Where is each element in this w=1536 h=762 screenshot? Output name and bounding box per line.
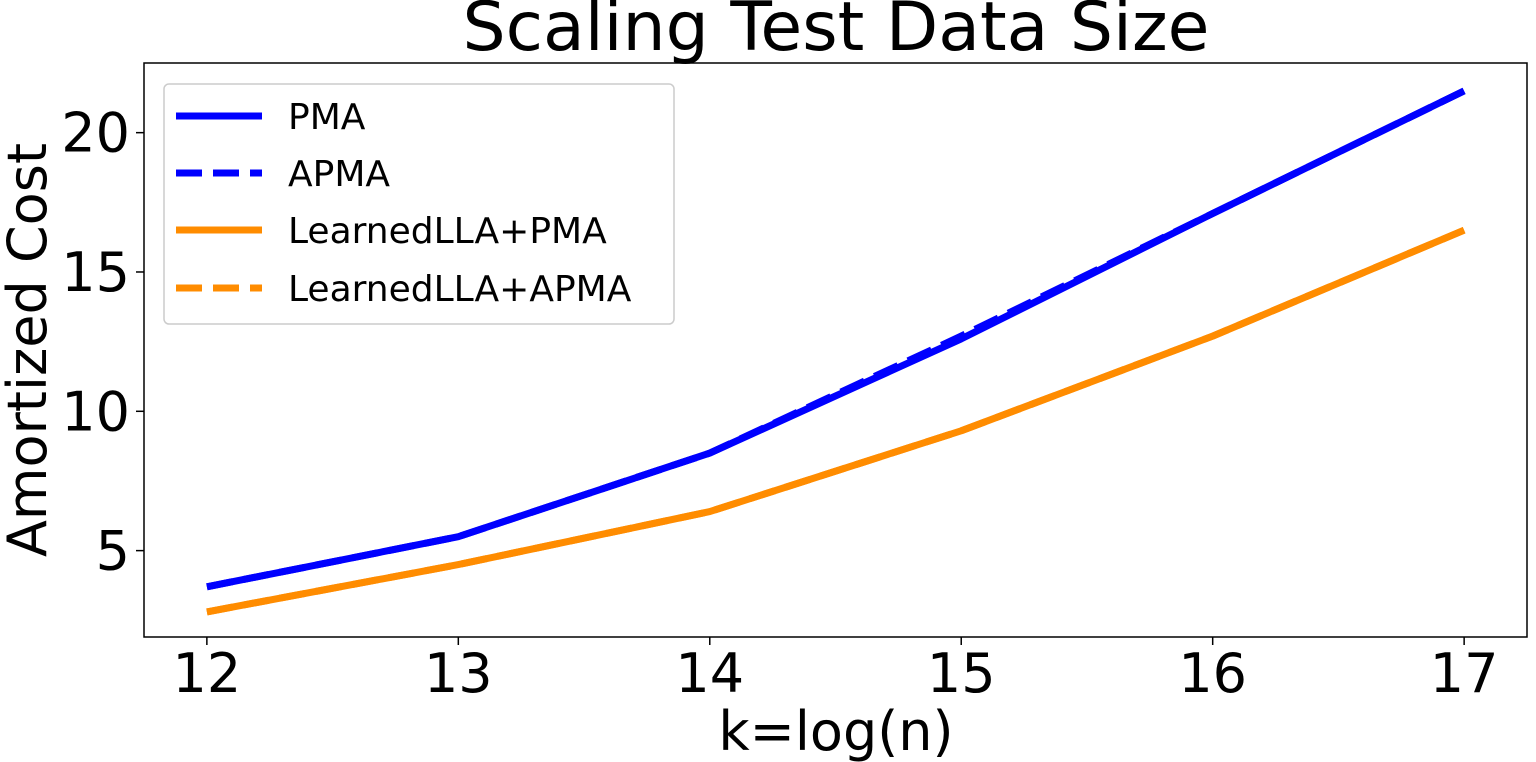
legend: PMA APMA LearnedLLA+PMA LearnedLLA+APMA [163,83,675,325]
x-tick-label: 12 [173,642,242,705]
x-ticks: 12 13 14 15 16 17 [173,637,1499,705]
chart-title: Scaling Test Data Size [463,0,1210,67]
series-line-learnedlla-apma [206,226,1466,616]
x-tick-label: 16 [1178,642,1247,705]
x-tick-label: 15 [927,642,996,705]
legend-label: PMA [288,97,366,138]
y-axis-label: Amortized Cost [0,143,59,557]
legend-label: APMA [288,154,390,195]
y-tick-label: 10 [61,380,130,443]
x-tick-label: 13 [424,642,493,705]
y-tick-label: 5 [96,520,130,583]
x-axis-label: k=log(n) [718,700,953,762]
legend-frame [163,83,675,325]
x-tick-label: 17 [1430,642,1499,705]
y-ticks: 5 10 15 20 [61,102,144,583]
axes [143,62,1528,638]
plot-frame [143,62,1528,638]
series-layer [206,87,1466,616]
x-tick-label: 14 [675,642,744,705]
legend-label: LearnedLLA+APMA [288,269,632,310]
legend-label: LearnedLLA+PMA [288,211,607,252]
series-line-apma [206,87,1466,591]
y-tick-label: 20 [61,102,130,165]
y-tick-label: 15 [61,241,130,304]
